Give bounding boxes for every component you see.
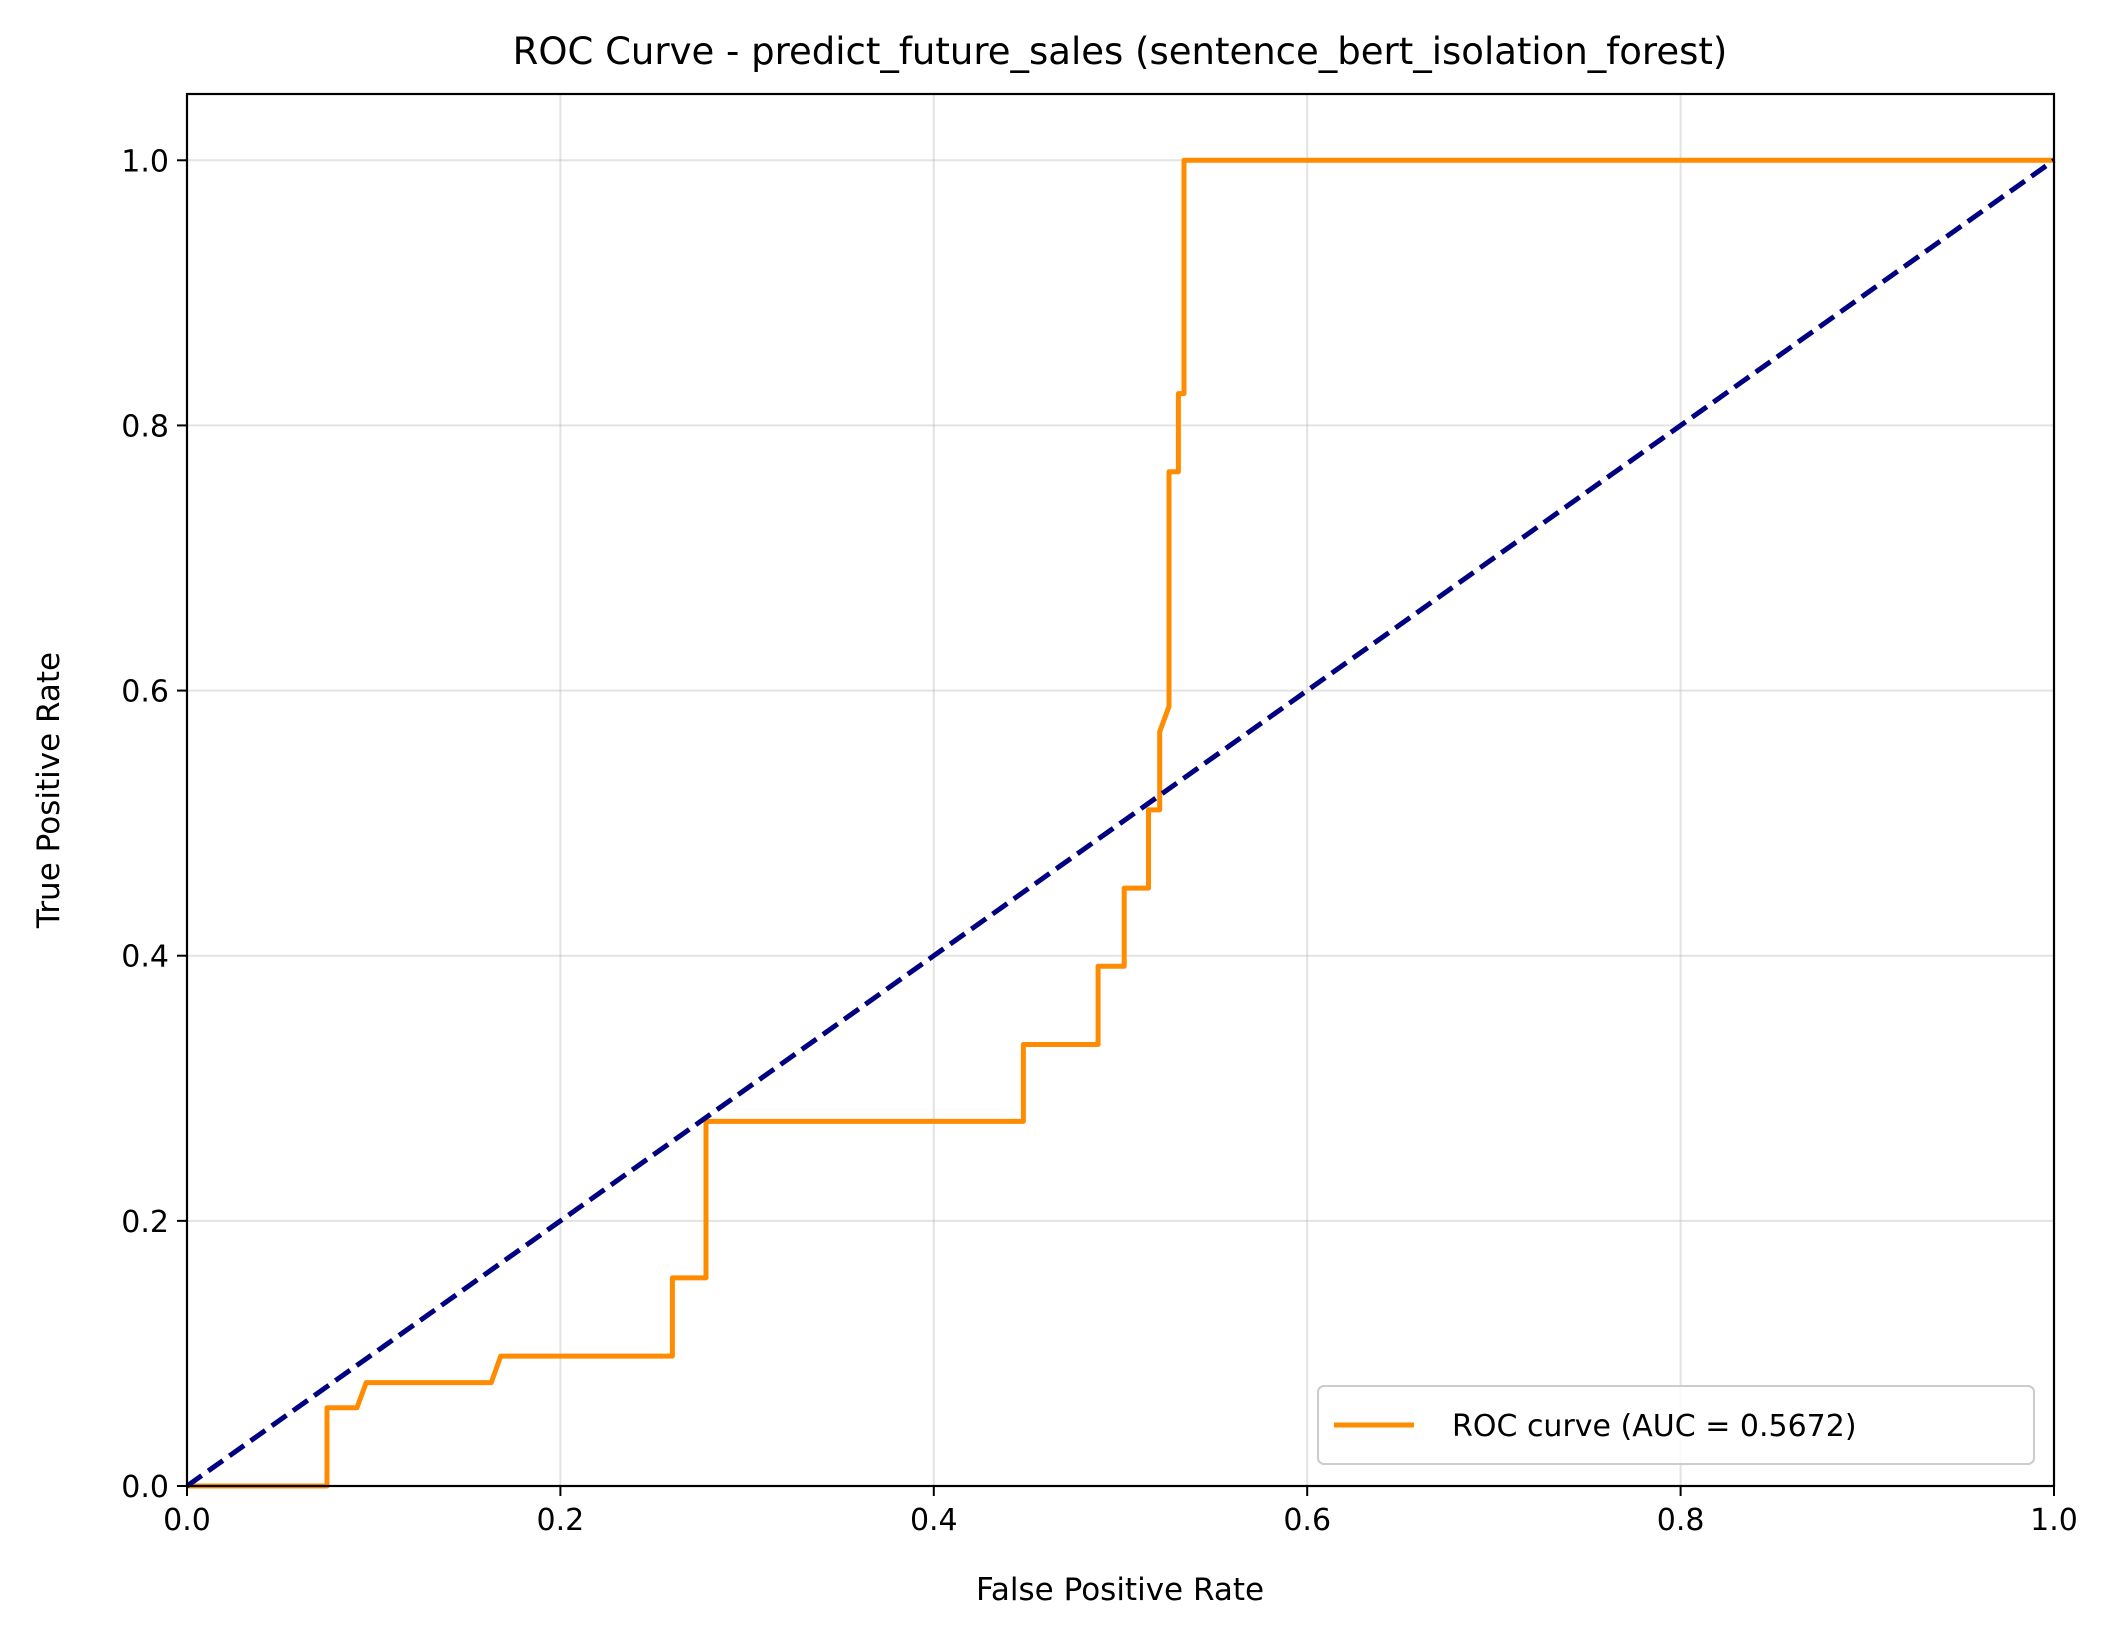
chart-title: ROC Curve - predict_future_sales (senten…	[513, 30, 1728, 73]
y-tick-label: 0.8	[121, 409, 169, 444]
y-tick-label: 0.2	[121, 1205, 169, 1240]
x-tick-label: 0.6	[1283, 1503, 1331, 1538]
series-layer	[185, 157, 2056, 1489]
x-tick-label: 1.0	[2030, 1503, 2078, 1538]
y-tick-label: 0.4	[121, 940, 169, 975]
diagonal-reference-line	[185, 158, 2056, 1489]
x-tick-label: 0.4	[910, 1503, 958, 1538]
roc-curve-line	[187, 157, 2054, 1489]
axis-ticks: 0.0 0.2 0.4 0.6 0.8 1.0 0.0 0.2 0.4 0.6 0.8 1.0	[121, 144, 2078, 1538]
y-tick-label: 1.0	[121, 144, 169, 179]
legend-box	[1317, 1385, 2035, 1465]
y-tick-label: 0.6	[121, 675, 169, 710]
x-axis-label: False Positive Rate	[976, 1572, 1264, 1608]
legend: ROC curve (AUC = 0.5672)	[1317, 1385, 2035, 1465]
legend-label-roc: ROC curve (AUC = 0.5672)	[1452, 1409, 1857, 1444]
x-tick-label: 0.8	[1657, 1503, 1705, 1538]
grid-lines	[186, 94, 2055, 1487]
plot-frame	[185, 92, 2056, 1488]
x-tick-label: 0.0	[163, 1503, 211, 1538]
x-tick-label: 0.2	[537, 1503, 585, 1538]
y-axis-label: True Positive Rate	[31, 652, 67, 929]
y-tick-label: 0.0	[121, 1470, 169, 1505]
